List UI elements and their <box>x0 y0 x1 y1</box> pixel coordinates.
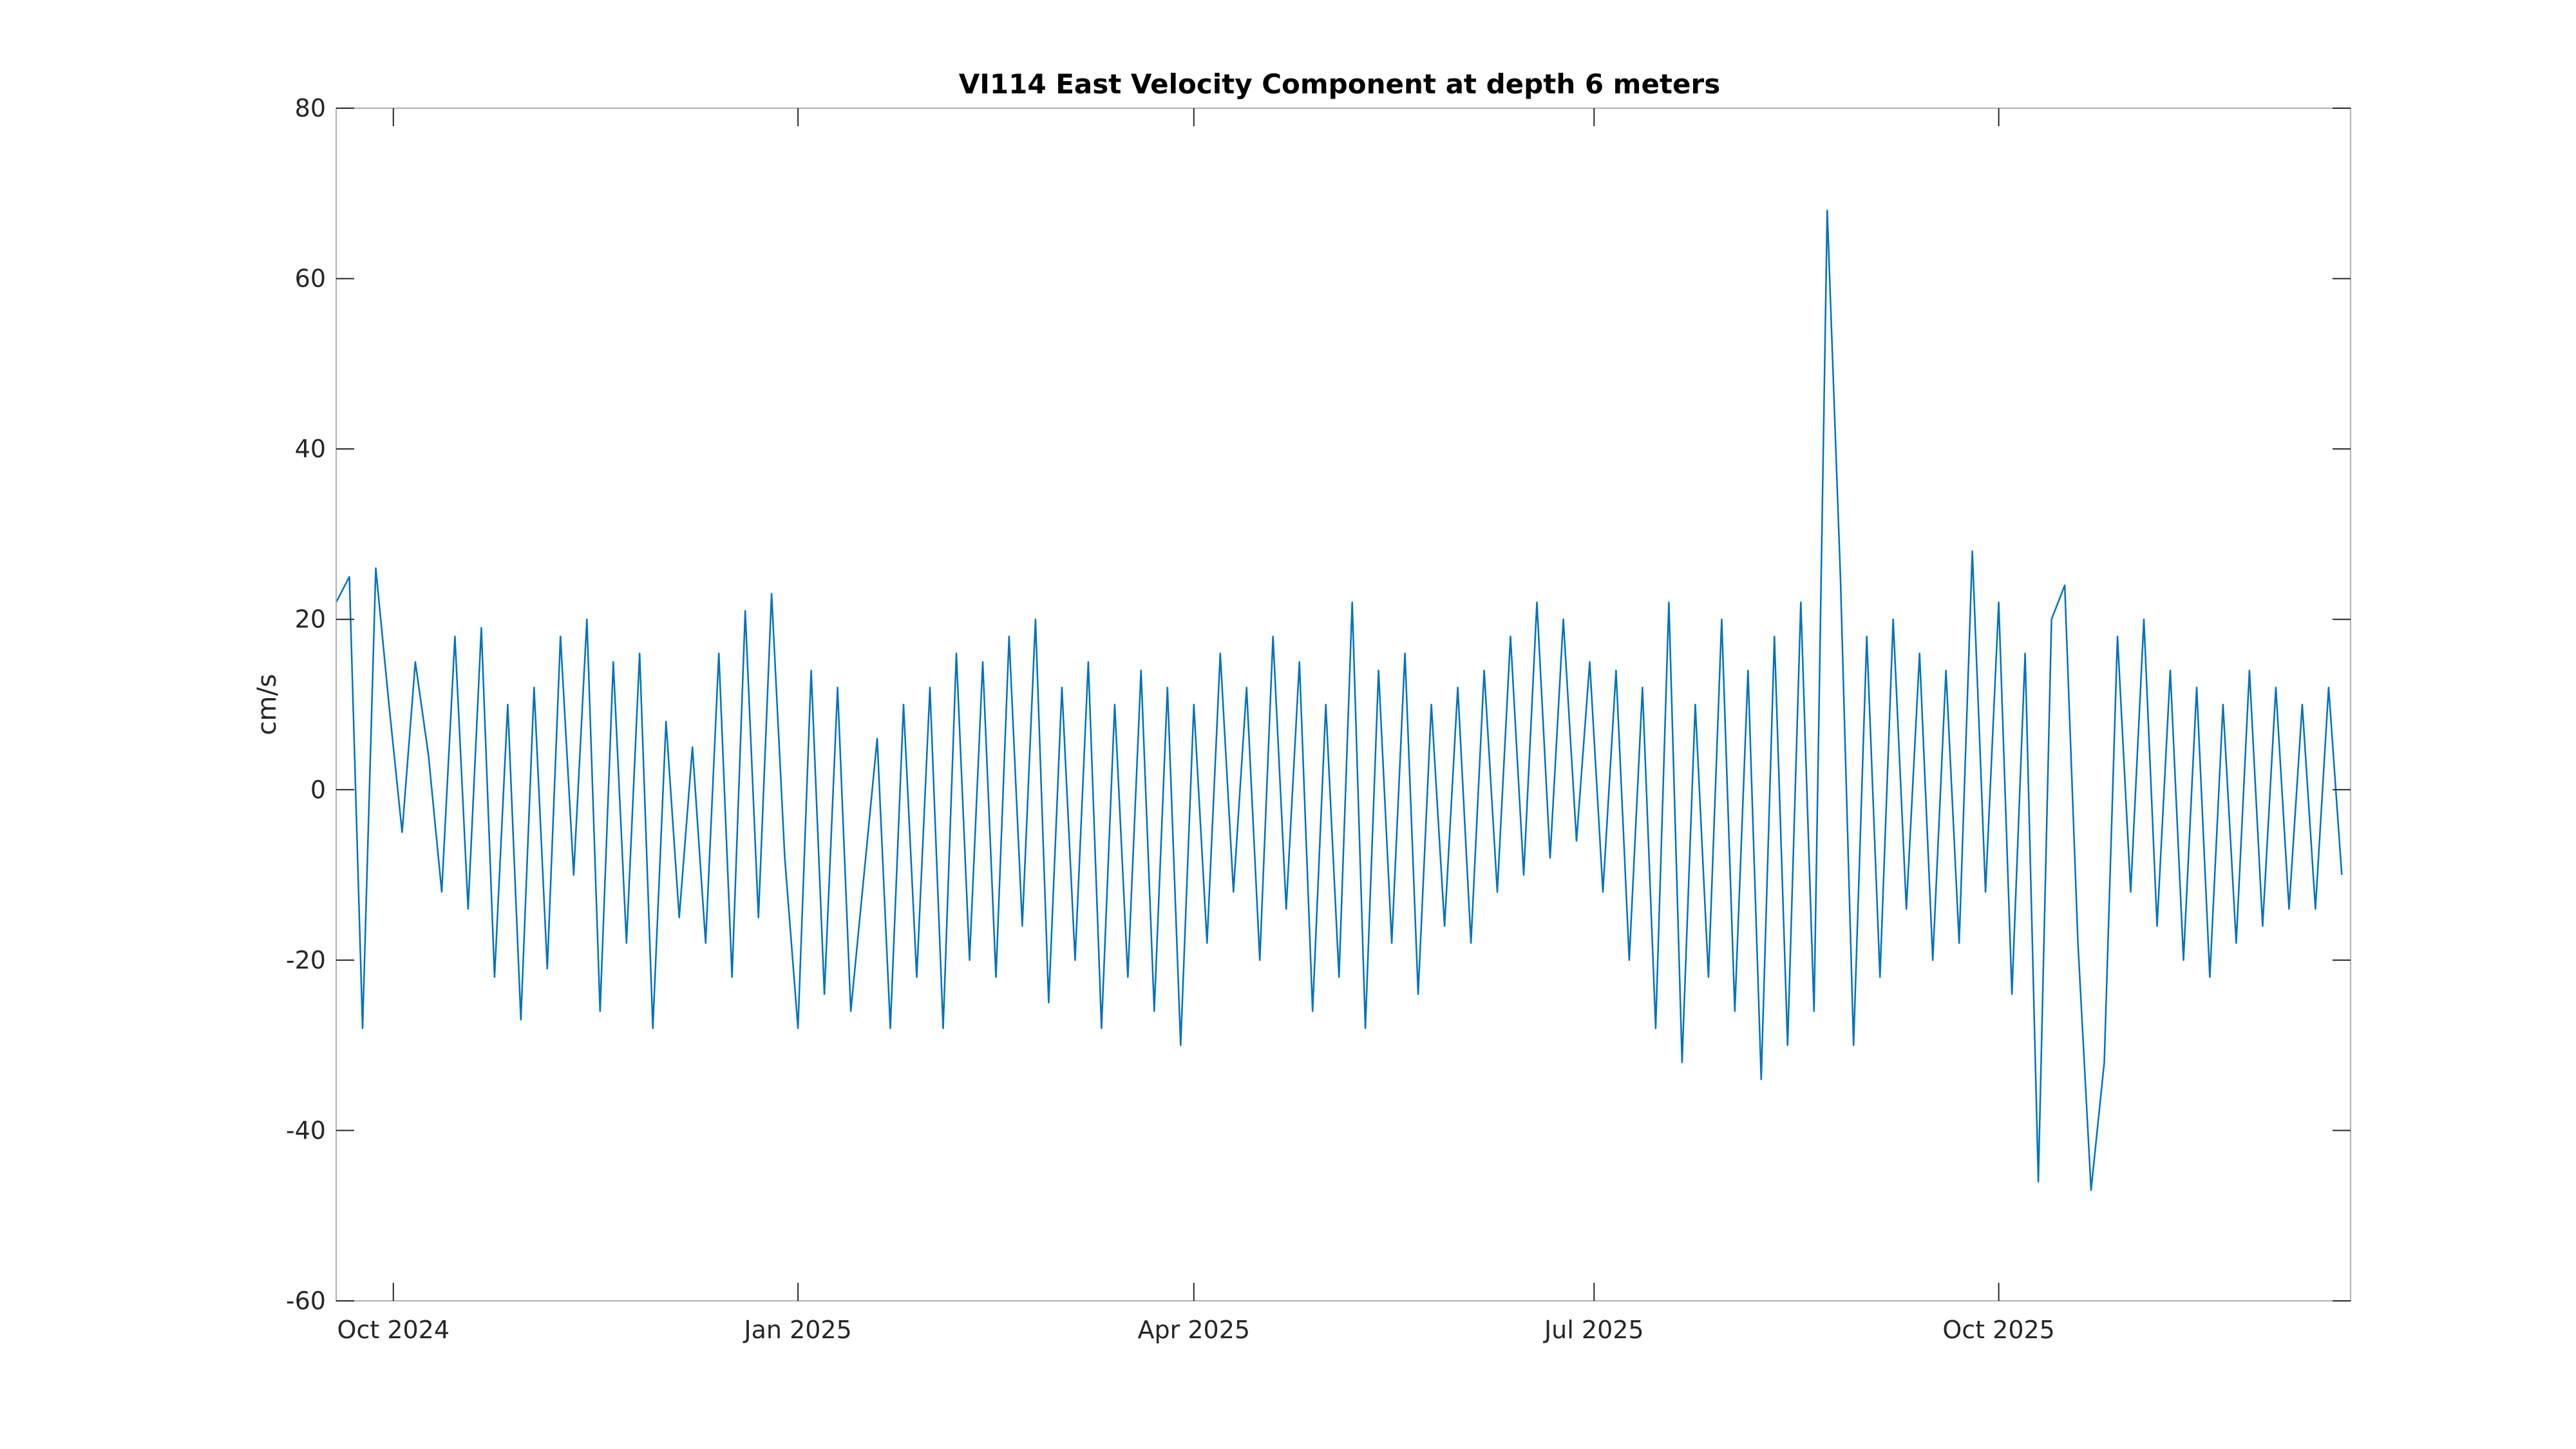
y-axis-title: cm/s <box>252 674 282 735</box>
y-tick-label: -60 <box>286 1287 326 1315</box>
y-tick-label: -20 <box>286 946 326 974</box>
y-tick-label: 0 <box>310 775 326 804</box>
y-tick-label: 20 <box>295 605 326 634</box>
ticks-layer: -60 -40 -20 0 20 40 60 80 Oct 2024 Jan 2025 Apr 20… <box>286 94 2351 1344</box>
x-tick-label: Oct 2025 <box>1942 1316 2055 1344</box>
plot-frame <box>336 108 2351 1302</box>
chart-title: VI114 East Velocity Component at depth 6… <box>959 68 1720 100</box>
x-tick-label: Apr 2025 <box>1138 1316 1251 1344</box>
y-tick-label: 80 <box>295 94 326 122</box>
y-tick-label: 60 <box>295 265 326 293</box>
series-layer <box>335 209 2343 1191</box>
y-tick-label: 40 <box>295 435 326 463</box>
y-tick-label: -40 <box>286 1116 326 1144</box>
x-tick-label: Jan 2025 <box>743 1316 851 1344</box>
series-line <box>335 209 2343 1191</box>
x-tick-label: Oct 2024 <box>337 1316 450 1344</box>
x-tick-label: Jul 2025 <box>1543 1316 1644 1344</box>
